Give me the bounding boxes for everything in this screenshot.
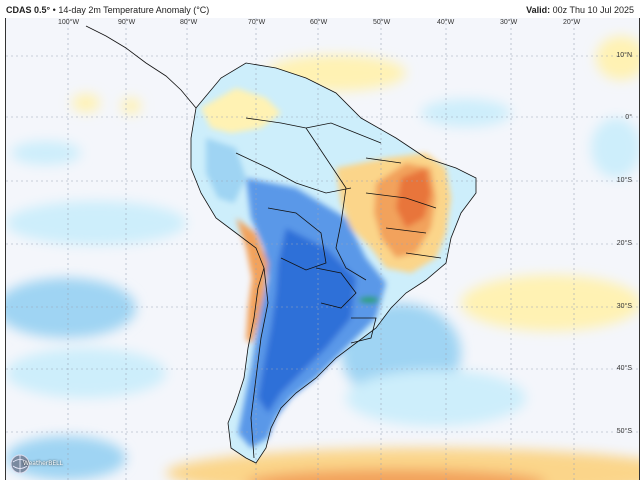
border-uruguay [350, 317, 377, 344]
product-name: 14-day 2m Temperature Anomaly (°C) [58, 5, 210, 15]
lon-label-20w: 20°W [563, 19, 581, 26]
anomaly-andes-warm [236, 218, 268, 343]
anomaly-east-cool [591, 118, 639, 178]
anomaly-pacific-north-cool [11, 141, 81, 165]
valid-label: Valid: [526, 5, 551, 15]
logo-globe-icon [10, 454, 30, 474]
lon-label-90w: 90°W [118, 19, 136, 26]
anomaly-atlantic-warm [461, 275, 639, 331]
valid-time: Valid: 00z Thu 10 Jul 2025 [526, 5, 634, 15]
anomaly-north-warm-land [201, 88, 281, 133]
weatherbell-logo: WeatherBELL [8, 451, 64, 477]
lat-label-40s: 40°S [616, 365, 632, 372]
lat-label-30s: 30°S [616, 303, 632, 310]
border-north [245, 117, 382, 144]
lon-label-100w: 100°W [58, 19, 80, 26]
central-america-coast [85, 25, 197, 109]
border-brazil-west [305, 127, 367, 281]
map-header: CDAS 0.5° • 14-day 2m Temperature Anomal… [0, 0, 640, 18]
lon-label-80w: 80°W [180, 19, 198, 26]
border-paraguay [315, 267, 357, 309]
lon-label-70w: 70°W [248, 19, 266, 26]
lon-label-30w: 30°W [500, 19, 518, 26]
border-brazil-states [365, 157, 442, 259]
logo-text: WeatherBELL [23, 460, 63, 467]
lon-label-50w: 50°W [373, 19, 391, 26]
model-name: CDAS 0.5° [6, 5, 51, 15]
anomaly-brazil-very-hot [396, 168, 431, 228]
temperature-anomaly-map [5, 18, 640, 480]
product-title: CDAS 0.5° • 14-day 2m Temperature Anomal… [6, 5, 209, 15]
anomaly-north-warm [72, 94, 100, 112]
lat-label-0: 0° [625, 114, 632, 121]
lon-label-60w: 60°W [310, 19, 328, 26]
anomaly-strong-cold-core [258, 228, 356, 413]
anomaly-north-warm-2 [121, 98, 141, 114]
title-separator: • [52, 5, 56, 15]
graticule [6, 18, 639, 480]
lat-label-10s: 10°S [616, 177, 632, 184]
anomaly-northeast-warm [596, 36, 639, 80]
lon-label-40w: 40°W [437, 19, 455, 26]
border-andean [235, 152, 352, 194]
border-bolivia [267, 207, 327, 271]
anomaly-atlantic-cool [421, 99, 511, 127]
anomaly-atlantic-cool-far [346, 370, 526, 426]
land-anomaly-layer [201, 88, 451, 448]
anomaly-southern-warm [166, 448, 639, 480]
anomaly-pacific-cool-far-south [6, 348, 166, 398]
country-borders [85, 25, 477, 464]
anomaly-southwest-cool [6, 436, 126, 480]
anomaly-extreme-patch [359, 297, 379, 303]
anomaly-pacific-cool-south [6, 278, 136, 338]
border-argentina-chile [250, 267, 269, 459]
lat-label-20s: 20°S [616, 240, 632, 247]
valid-time-value: 00z Thu 10 Jul 2025 [552, 5, 634, 15]
anomaly-pacific-cool [6, 201, 186, 245]
anomaly-southern-hot [249, 469, 543, 480]
lat-label-10n: 10°N [616, 52, 632, 59]
ocean-anomaly-layer [6, 36, 639, 480]
anomaly-northwest-cool [206, 138, 246, 203]
lat-label-50s: 50°S [616, 428, 632, 435]
